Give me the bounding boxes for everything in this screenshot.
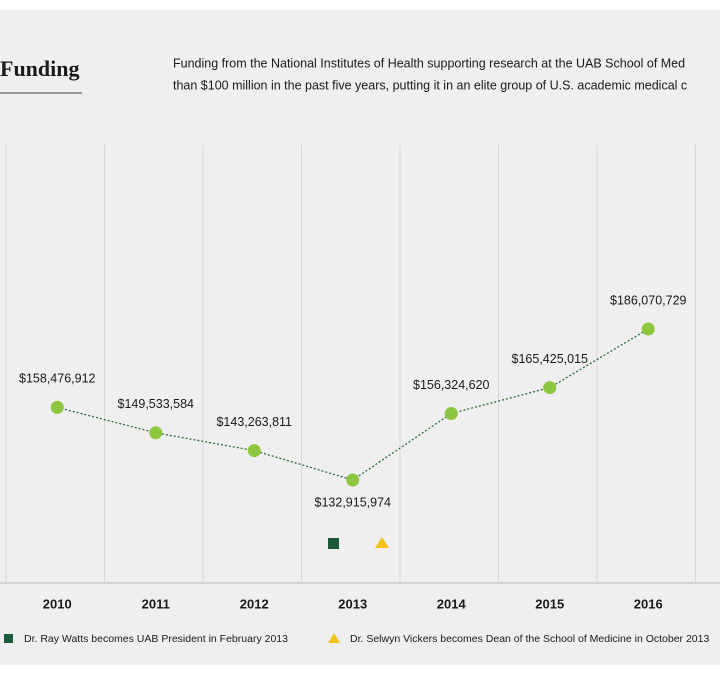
data-point (50, 400, 64, 414)
data-point (149, 426, 163, 440)
annotation-marker (375, 537, 389, 548)
data-point (543, 381, 557, 395)
data-label: $156,324,620 (413, 378, 490, 392)
legend-label: Dr. Ray Watts becomes UAB President in F… (24, 633, 288, 645)
data-label: $132,915,974 (315, 495, 392, 509)
legend-marker (328, 633, 340, 643)
background (0, 10, 720, 665)
x-tick-label: 2015 (535, 596, 564, 611)
subtitle: Funding from the National Institutes of … (173, 56, 685, 70)
data-point (444, 407, 458, 421)
x-tick-label: 2014 (437, 596, 467, 611)
data-label: $165,425,015 (512, 352, 589, 366)
data-label: $158,476,912 (19, 372, 96, 386)
x-tick-label: 2013 (338, 596, 367, 611)
legend-label: Dr. Selwyn Vickers becomes Dean of the S… (350, 633, 709, 645)
data-label: $186,070,729 (610, 293, 687, 307)
x-tick-label: 2012 (240, 596, 269, 611)
x-tick-label: 2016 (634, 596, 663, 611)
x-tick-label: 2011 (142, 596, 170, 611)
subtitle: than $100 million in the past five years… (173, 78, 687, 92)
annotation-marker (328, 538, 339, 549)
chart-title: Funding (0, 56, 80, 81)
data-point (346, 473, 360, 487)
x-tick-label: 2010 (43, 596, 72, 611)
legend-marker (4, 634, 13, 643)
data-point (247, 444, 261, 458)
data-label: $149,533,584 (118, 397, 195, 411)
data-point (641, 322, 655, 336)
data-label: $143,263,811 (216, 415, 292, 429)
